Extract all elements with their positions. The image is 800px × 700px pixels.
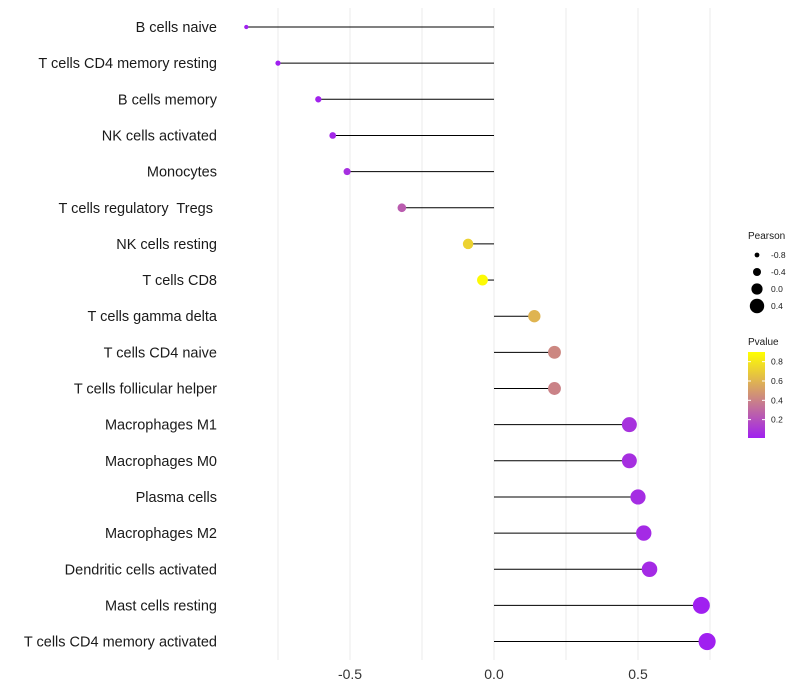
data-point: [275, 60, 281, 66]
category-label: NK cells activated: [102, 128, 217, 144]
x-tick-label: 0.0: [484, 666, 504, 682]
pearson-size-legend: Pearson -0.8 -0.4 0.0 0.4: [748, 231, 786, 314]
grid-lines: [277, 8, 711, 660]
data-point: [528, 310, 541, 323]
category-label: Macrophages M0: [105, 454, 217, 470]
data-point: [329, 132, 337, 139]
category-label: Mast cells resting: [105, 598, 217, 614]
data-point: [641, 561, 658, 578]
category-labels: B cells naive T cells CD4 memory resting B…: [24, 20, 218, 651]
category-label: NK cells resting: [116, 237, 217, 253]
data-point: [462, 238, 474, 250]
category-label: T cells CD4 memory activated: [24, 635, 217, 651]
data-point: [244, 24, 249, 30]
color-legend-label: 0.8: [771, 357, 783, 367]
data-point: [636, 525, 652, 541]
category-label: T cells CD4 memory resting: [38, 56, 217, 72]
data-point: [343, 168, 351, 176]
category-label: T cells CD8: [142, 273, 217, 289]
category-label: B cells memory: [118, 92, 218, 108]
category-label: T cells follicular helper: [74, 382, 217, 398]
size-legend-label: -0.8: [771, 250, 786, 260]
category-label: Plasma cells: [136, 490, 217, 506]
x-tick-label: -0.5: [338, 666, 362, 682]
x-axis-ticks: -0.5 0.0 0.5: [338, 666, 648, 682]
data-point: [397, 203, 407, 213]
data-point: [548, 382, 561, 395]
category-label: Macrophages M2: [105, 526, 217, 542]
data-point: [621, 417, 637, 433]
size-legend-title: Pearson: [748, 231, 785, 242]
size-legend-key: [753, 268, 761, 276]
data-point: [621, 453, 637, 469]
color-legend-title: Pvalue: [748, 337, 779, 348]
size-legend-label: -0.4: [771, 267, 786, 277]
x-tick-label: 0.5: [628, 666, 648, 682]
size-legend-key: [751, 283, 763, 295]
color-legend-bar: [748, 352, 765, 438]
size-legend-key: [754, 252, 760, 258]
category-label: Macrophages M1: [105, 418, 217, 434]
category-label: Dendritic cells activated: [65, 562, 217, 578]
pvalue-color-legend: Pvalue 0.8 0.6 0.4 0.2: [748, 337, 783, 438]
data-point: [692, 596, 710, 614]
data-point: [698, 632, 716, 651]
size-legend-label: 0.0: [771, 284, 783, 294]
category-label: T cells gamma delta: [88, 309, 218, 325]
size-legend-label: 0.4: [771, 301, 783, 311]
color-legend-label: 0.4: [771, 395, 783, 405]
data-point: [548, 345, 561, 359]
category-label: B cells naive: [136, 20, 217, 36]
data-point: [477, 274, 488, 286]
category-label: Monocytes: [147, 165, 217, 181]
category-label: T cells regulatory Tregs: [59, 201, 218, 217]
data-point: [315, 96, 322, 103]
size-legend-key: [749, 298, 765, 314]
data-point: [630, 489, 646, 505]
category-label: T cells CD4 naive: [104, 345, 217, 361]
color-legend-label: 0.2: [771, 415, 783, 425]
color-legend-label: 0.6: [771, 376, 783, 386]
dots: [244, 24, 716, 651]
